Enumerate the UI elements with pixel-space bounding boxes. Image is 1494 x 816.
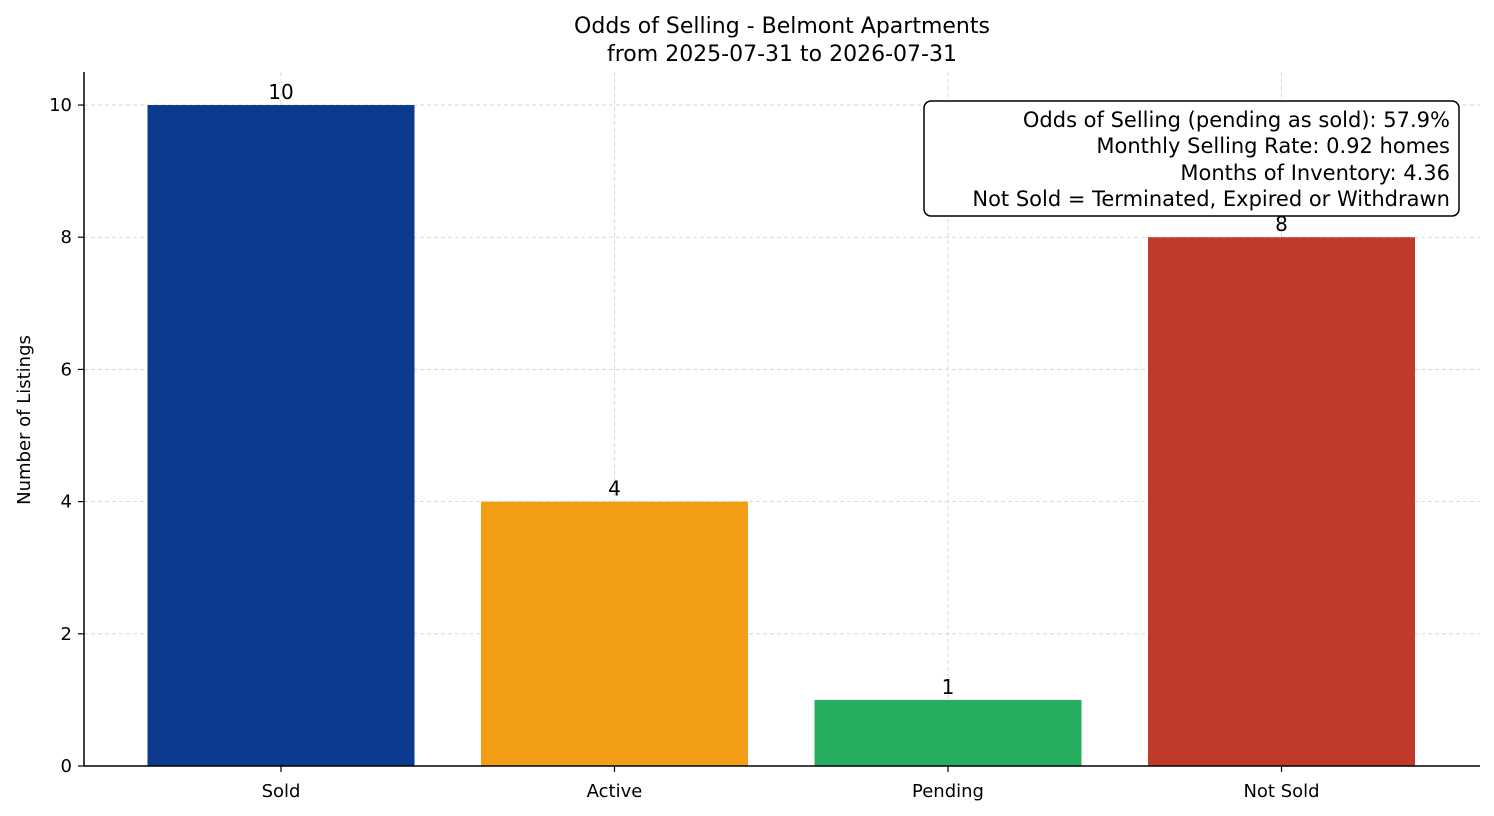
chart-subtitle: from 2025-07-31 to 2026-07-31 — [607, 42, 957, 67]
y-tick-label: 2 — [61, 624, 72, 645]
bar-sold — [147, 105, 415, 767]
data-labels: 10 4 1 8 — [268, 80, 1288, 699]
x-tick-label: Not Sold — [1243, 781, 1319, 802]
bar-value-label: 10 — [268, 80, 293, 104]
bar-not-sold — [1148, 237, 1415, 766]
info-box-frame — [923, 100, 1460, 217]
bar-active — [481, 501, 748, 766]
y-tick-label: 0 — [61, 756, 72, 777]
y-tick-label: 6 — [61, 359, 72, 380]
bar-value-label: 1 — [942, 675, 955, 699]
info-line-not-sold-definition: Not Sold = Terminated, Expired or Withdr… — [972, 187, 1450, 211]
info-line-selling-rate: Monthly Selling Rate: 0.92 homes — [1096, 134, 1450, 158]
bar-value-label: 4 — [608, 477, 621, 501]
chart-title: Odds of Selling - Belmont Apartments — [574, 14, 990, 39]
bar-pending — [814, 699, 1082, 766]
y-tick-label: 10 — [49, 95, 72, 116]
y-tick-label: 8 — [61, 227, 72, 248]
info-line-odds: Odds of Selling (pending as sold): 57.9% — [1023, 108, 1450, 132]
info-box: Odds of Selling (pending as sold): 57.9%… — [923, 100, 1460, 217]
bars — [147, 105, 1415, 767]
x-tick-label: Sold — [262, 781, 301, 802]
y-axis-label: Number of Listings — [14, 335, 35, 505]
x-tick-label: Pending — [912, 781, 984, 802]
x-tick-label: Active — [587, 781, 643, 802]
y-tick-label: 4 — [61, 492, 72, 513]
axes: 0 2 4 6 8 10 Sold Active Pending Not Sold — [49, 72, 1480, 802]
bar-value-label: 8 — [1275, 212, 1288, 236]
info-line-inventory: Months of Inventory: 4.36 — [1180, 161, 1450, 185]
